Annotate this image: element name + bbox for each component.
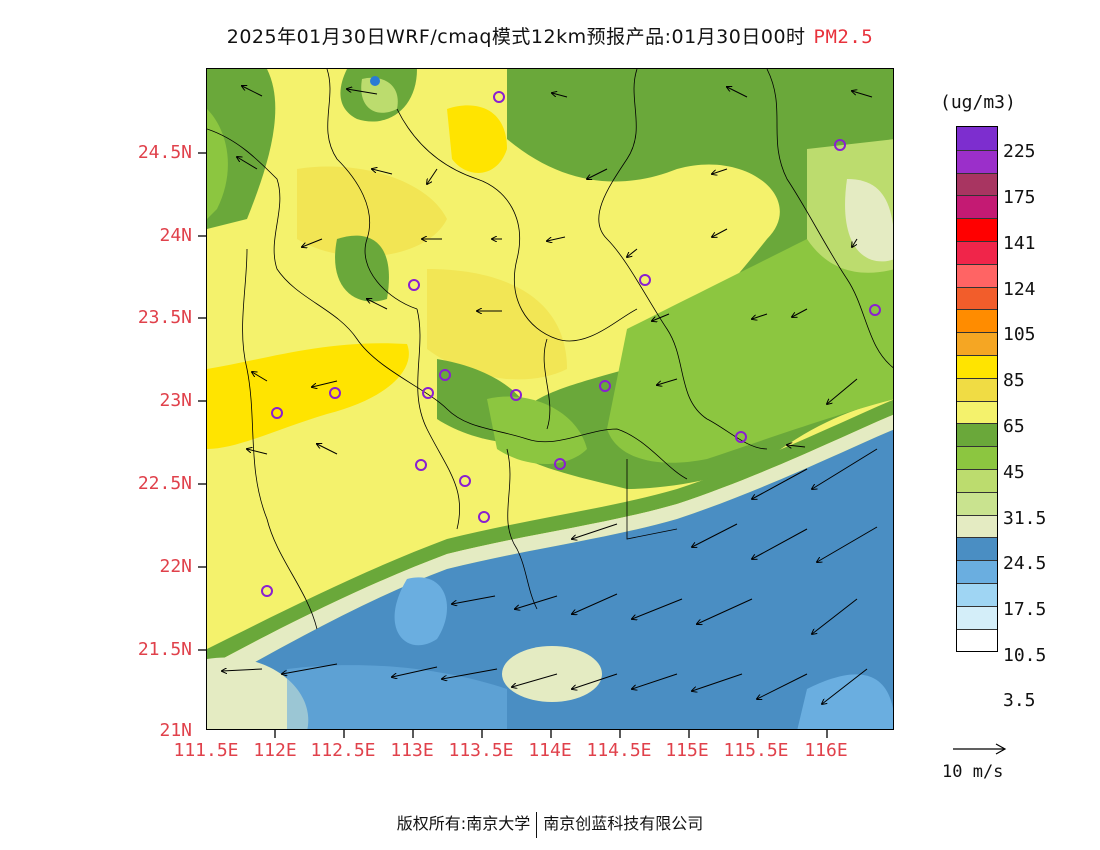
x-tick-label: 115.5E — [723, 740, 789, 761]
legend-label: 17.5 — [1003, 599, 1047, 620]
legend-label: 175 — [1003, 187, 1036, 208]
map-title: 2025年01月30日WRF/cmaq模式12km预报产品:01月30日00时 P… — [0, 22, 1100, 49]
reference-vector-arrow — [953, 743, 1007, 755]
legend-label: 225 — [1003, 141, 1036, 162]
axis-ticks — [198, 152, 828, 738]
x-tick-label: 112.5E — [310, 740, 376, 761]
x-tick-label: 115E — [665, 740, 709, 761]
legend-label: 45 — [1003, 462, 1025, 483]
footer-divider — [536, 811, 538, 838]
y-tick-label: 23.5N — [137, 307, 192, 328]
wind-vectors — [222, 86, 878, 704]
y-tick-label: 21N — [159, 720, 192, 741]
pm-65-region — [447, 105, 507, 173]
legend-label: 141 — [1003, 233, 1036, 254]
y-tick-label: 22N — [159, 556, 192, 577]
x-tick-label: 113E — [390, 740, 434, 761]
legend-label: 85 — [1003, 370, 1025, 391]
boundary-lines — [207, 69, 893, 630]
y-tick-label: 22.5N — [137, 473, 192, 494]
y-tick-label: 24N — [159, 225, 192, 246]
copyright-org-1: 南京大学 — [466, 814, 531, 833]
low-pm-patch — [502, 646, 602, 702]
sea-17-region — [207, 429, 893, 729]
pm-65-region — [207, 343, 409, 449]
color-bar — [956, 126, 998, 653]
y-tick-label: 23N — [159, 390, 192, 411]
legend-label: 31.5 — [1003, 508, 1047, 529]
legend-unit: (ug/m3) — [940, 92, 1016, 113]
x-tick-label: 112E — [253, 740, 297, 761]
map-canvas — [207, 69, 893, 729]
reference-vector-label: 10 m/s — [942, 762, 1004, 782]
x-tick-label: 114.5E — [586, 740, 652, 761]
legend-label: 124 — [1003, 279, 1036, 300]
y-tick-label: 21.5N — [137, 639, 192, 660]
x-tick-label: 113.5E — [448, 740, 514, 761]
copyright-label: 版权所有: — [396, 814, 467, 833]
legend-label: 24.5 — [1003, 553, 1047, 574]
title-pollutant: PM2.5 — [813, 26, 874, 48]
station-marker — [370, 76, 380, 86]
x-tick-label: 116E — [804, 740, 848, 761]
legend-label: 105 — [1003, 324, 1036, 345]
title-main: 2025年01月30日WRF/cmaq模式12km预报产品:01月30日00时 — [226, 26, 806, 48]
x-tick-label: 111.5E — [173, 740, 239, 761]
legend-label: 65 — [1003, 416, 1025, 437]
copyright-footer: 版权所有:南京大学 南京创蓝科技有限公司 — [0, 810, 1100, 838]
legend-label: 10.5 — [1003, 645, 1047, 666]
pm25-map[interactable] — [206, 68, 894, 730]
legend-label: 3.5 — [1003, 690, 1036, 711]
copyright-org-2: 南京创蓝科技有限公司 — [543, 814, 704, 833]
city-markers — [261, 91, 881, 597]
x-tick-label: 114E — [528, 740, 572, 761]
y-tick-label: 24.5N — [137, 142, 192, 163]
